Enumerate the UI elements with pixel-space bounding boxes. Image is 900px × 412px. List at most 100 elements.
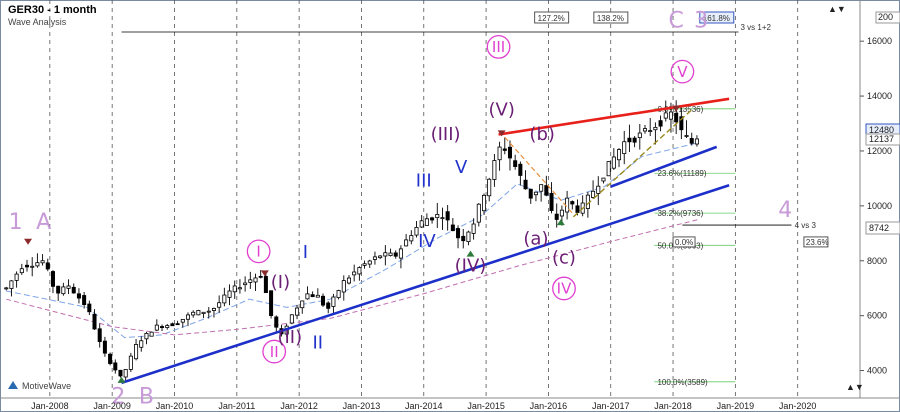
candle-body xyxy=(481,194,487,212)
candle-body xyxy=(206,310,211,313)
candle-body xyxy=(383,252,388,257)
fib-ratio-box xyxy=(672,236,696,248)
x-tick-label: Jan-2019 xyxy=(717,401,755,411)
candle-body xyxy=(476,203,481,223)
pivot-marker xyxy=(556,219,565,226)
wave-label: 2 xyxy=(111,384,125,409)
wave-label: (a) xyxy=(523,228,548,249)
candle-body xyxy=(321,295,326,306)
candle-body xyxy=(346,277,351,284)
candle-body xyxy=(632,137,637,143)
wave-label: (I) xyxy=(271,272,290,293)
candle-body xyxy=(424,218,429,226)
candle-body xyxy=(642,128,648,132)
wave-label: I xyxy=(256,243,260,261)
candle-body xyxy=(388,252,393,256)
x-tick-label: Jan-2016 xyxy=(530,401,568,411)
candle-body xyxy=(40,260,45,264)
candle-body xyxy=(201,311,206,314)
projection-label: 4 vs 3 xyxy=(795,221,817,230)
fib-ratio-box xyxy=(534,11,570,24)
candle-body xyxy=(539,184,544,192)
candle-body xyxy=(549,192,554,211)
candle-body xyxy=(123,369,128,378)
candle-body xyxy=(544,185,549,196)
candle-body xyxy=(393,252,398,257)
candle-body xyxy=(139,340,144,348)
scroll-arrows[interactable]: ▲▼ ▲▼ xyxy=(828,4,864,392)
price-tag-prev: 12137 xyxy=(865,133,900,146)
x-tick-label: Jan-2015 xyxy=(467,401,505,411)
candle-body xyxy=(92,313,97,330)
candle-body xyxy=(554,213,559,220)
candle-body xyxy=(170,323,175,327)
candle-body xyxy=(611,156,616,169)
wave-label: I xyxy=(303,242,308,263)
candle-body xyxy=(30,265,35,268)
pivot-marker xyxy=(260,270,269,277)
candle-body xyxy=(523,179,528,190)
candle-body xyxy=(450,224,455,232)
candle-body xyxy=(97,328,102,342)
y-tick-label: 4000 xyxy=(867,366,887,376)
candle-body xyxy=(87,303,92,313)
wave-label-circle xyxy=(670,59,695,84)
candle-body xyxy=(533,191,538,196)
candle-body xyxy=(180,318,185,323)
wave-label: V xyxy=(677,63,688,81)
candle-body xyxy=(149,331,154,337)
wave-label: 1 xyxy=(9,210,23,235)
wave-label-circle xyxy=(246,239,271,264)
fib-ratio-label: 138.2% xyxy=(597,14,624,23)
price-tag-last-text: 12480 xyxy=(869,125,894,135)
projection-label: 3 vs 1+2 xyxy=(740,23,771,32)
candle-body xyxy=(435,214,440,219)
y-tick-label: 6000 xyxy=(867,311,887,321)
candle-body xyxy=(165,325,170,328)
x-tick-label: Jan-2020 xyxy=(779,401,817,411)
candle-body xyxy=(617,149,622,161)
wave-label: (III) xyxy=(431,124,461,145)
candle-body xyxy=(648,130,653,132)
candle-body xyxy=(227,290,232,298)
candle-body xyxy=(658,120,663,127)
scroll-up-icon[interactable]: ▲▼ xyxy=(828,4,846,14)
zoom-arrows-icon[interactable]: ▲▼ xyxy=(846,382,864,392)
candle-body xyxy=(492,160,497,180)
fib-ratio-box xyxy=(803,236,829,248)
candle-body xyxy=(102,340,107,354)
candle-body xyxy=(211,307,216,311)
candle-body xyxy=(66,285,71,289)
candle-body xyxy=(71,286,76,294)
wave-label: (V) xyxy=(488,99,514,120)
candle-body xyxy=(154,324,159,331)
candle-body xyxy=(637,132,642,139)
pivot-marker xyxy=(672,105,681,112)
candle-body xyxy=(76,293,81,299)
candle-body xyxy=(570,201,575,205)
candle-body xyxy=(487,178,492,197)
candle-body xyxy=(627,137,632,143)
candle-body xyxy=(56,285,61,294)
wave-label: III xyxy=(492,38,505,56)
candle-body xyxy=(243,282,248,286)
candle-body xyxy=(456,228,461,239)
candle-body xyxy=(217,302,222,308)
candle-body xyxy=(653,126,658,131)
wave-labels: 1 A2 BIII(I)(II)III(III)VIIIIV(IV)III(V)(b… xyxy=(9,8,793,409)
fib-ratio-label: 161.8% xyxy=(703,14,730,23)
x-axis: Jan-2008 Jan-2009 Jan-2010 Jan-2011 Jan-2012… xyxy=(31,401,816,411)
candle-body xyxy=(24,264,30,268)
wave-label: III xyxy=(416,171,432,192)
candle-body xyxy=(222,294,227,304)
wave-label: II xyxy=(313,333,324,354)
candle-body xyxy=(419,220,424,228)
candle-body xyxy=(513,160,518,167)
candle-body xyxy=(134,344,139,360)
candle-body xyxy=(331,296,336,307)
chart-subtitle: Wave Analysis xyxy=(8,17,67,27)
moving-average-line xyxy=(6,219,699,336)
